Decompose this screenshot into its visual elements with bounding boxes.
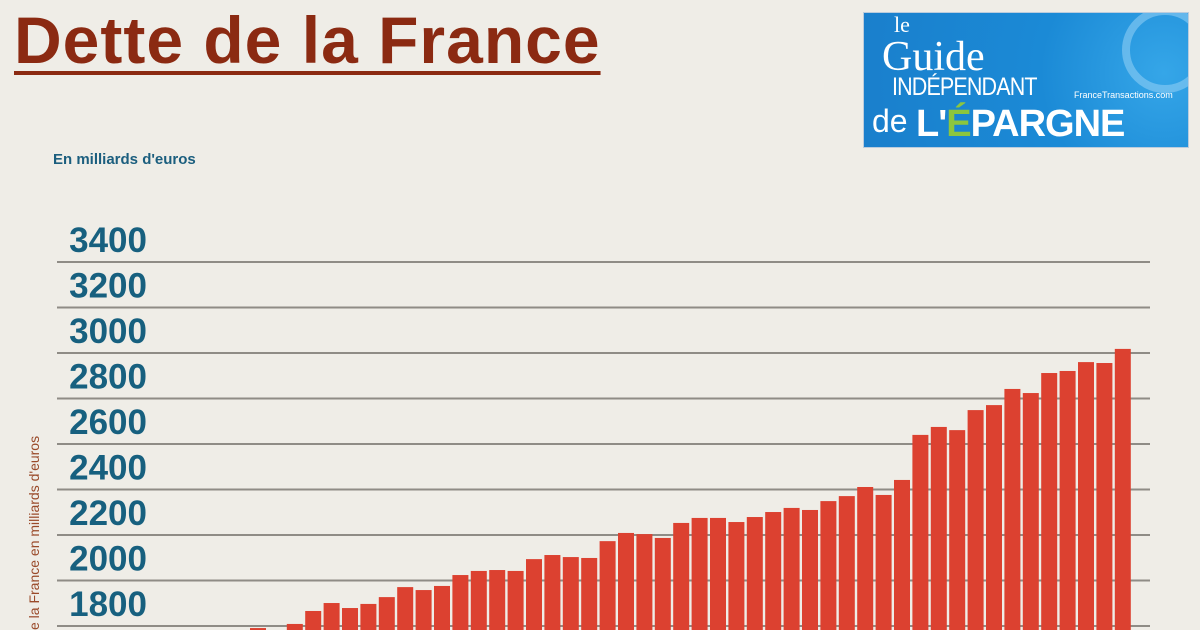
bar xyxy=(967,410,984,630)
bar xyxy=(765,512,782,630)
bar xyxy=(250,628,266,630)
y-tick-label: 2200 xyxy=(69,494,147,533)
bar xyxy=(323,603,340,630)
y-tick-label: 2000 xyxy=(69,540,147,579)
bar xyxy=(434,585,450,630)
bar xyxy=(397,587,414,630)
bar xyxy=(986,405,1002,630)
bar xyxy=(783,507,800,630)
bar xyxy=(342,608,358,630)
bar xyxy=(820,501,837,630)
bar xyxy=(1059,370,1076,630)
bar xyxy=(930,426,947,630)
bar xyxy=(673,522,690,630)
bar xyxy=(894,479,910,630)
logo-text-le: le xyxy=(894,12,910,37)
bar xyxy=(654,537,671,630)
bar xyxy=(1004,388,1021,630)
logo-e-accent: É xyxy=(946,103,971,145)
bar xyxy=(875,494,892,630)
y-tick-label: 2400 xyxy=(69,449,147,488)
y-tick-label: 2800 xyxy=(69,358,147,397)
bar xyxy=(526,559,542,630)
bar xyxy=(618,532,634,630)
y-tick-label: 2600 xyxy=(69,403,147,442)
bar xyxy=(378,597,395,630)
logo-l: L' xyxy=(916,103,947,145)
logo-pargne: PARGNE xyxy=(970,103,1126,145)
bar xyxy=(710,517,726,630)
chart-subtitle: En milliards d'euros xyxy=(53,151,196,168)
bar xyxy=(286,623,303,630)
guide-epargne-logo: le Guide INDÉPENDANT FranceTransactions.… xyxy=(863,12,1189,148)
bar xyxy=(1114,348,1131,630)
bar xyxy=(1078,362,1094,630)
bar xyxy=(857,486,874,630)
bar xyxy=(1022,393,1039,630)
bar xyxy=(305,610,322,630)
bar xyxy=(562,557,579,630)
bar xyxy=(1041,373,1058,630)
bar xyxy=(581,557,598,630)
logo-text-epargne: L'ÉPARGNE xyxy=(916,103,1126,145)
ring-decoration xyxy=(1122,13,1188,93)
bar xyxy=(949,430,966,630)
page-title: Dette de la France xyxy=(14,3,601,77)
logo-text-guide: Guide xyxy=(882,34,985,80)
bar xyxy=(1096,363,1113,630)
logo-text-independant: INDÉPENDANT xyxy=(892,73,1038,101)
bar xyxy=(452,575,469,630)
bar xyxy=(912,434,929,630)
bar xyxy=(636,534,653,630)
y-tick-label: 3400 xyxy=(69,221,147,260)
bar xyxy=(470,570,487,630)
bar xyxy=(489,570,506,630)
bar xyxy=(728,522,745,630)
y-tick-label: 3200 xyxy=(69,267,147,306)
bar xyxy=(544,555,561,630)
bar xyxy=(691,517,708,630)
bar xyxy=(415,590,432,630)
logo-text-de: de xyxy=(872,103,908,139)
bar xyxy=(360,603,377,630)
y-tick-label: 3000 xyxy=(69,312,147,351)
bar xyxy=(838,496,855,630)
bar xyxy=(746,517,763,630)
bar xyxy=(599,541,616,630)
y-tick-label: 1800 xyxy=(69,585,147,624)
logo-site: FranceTransactions.com xyxy=(1074,90,1173,100)
bar xyxy=(507,570,524,630)
bar xyxy=(802,509,818,630)
